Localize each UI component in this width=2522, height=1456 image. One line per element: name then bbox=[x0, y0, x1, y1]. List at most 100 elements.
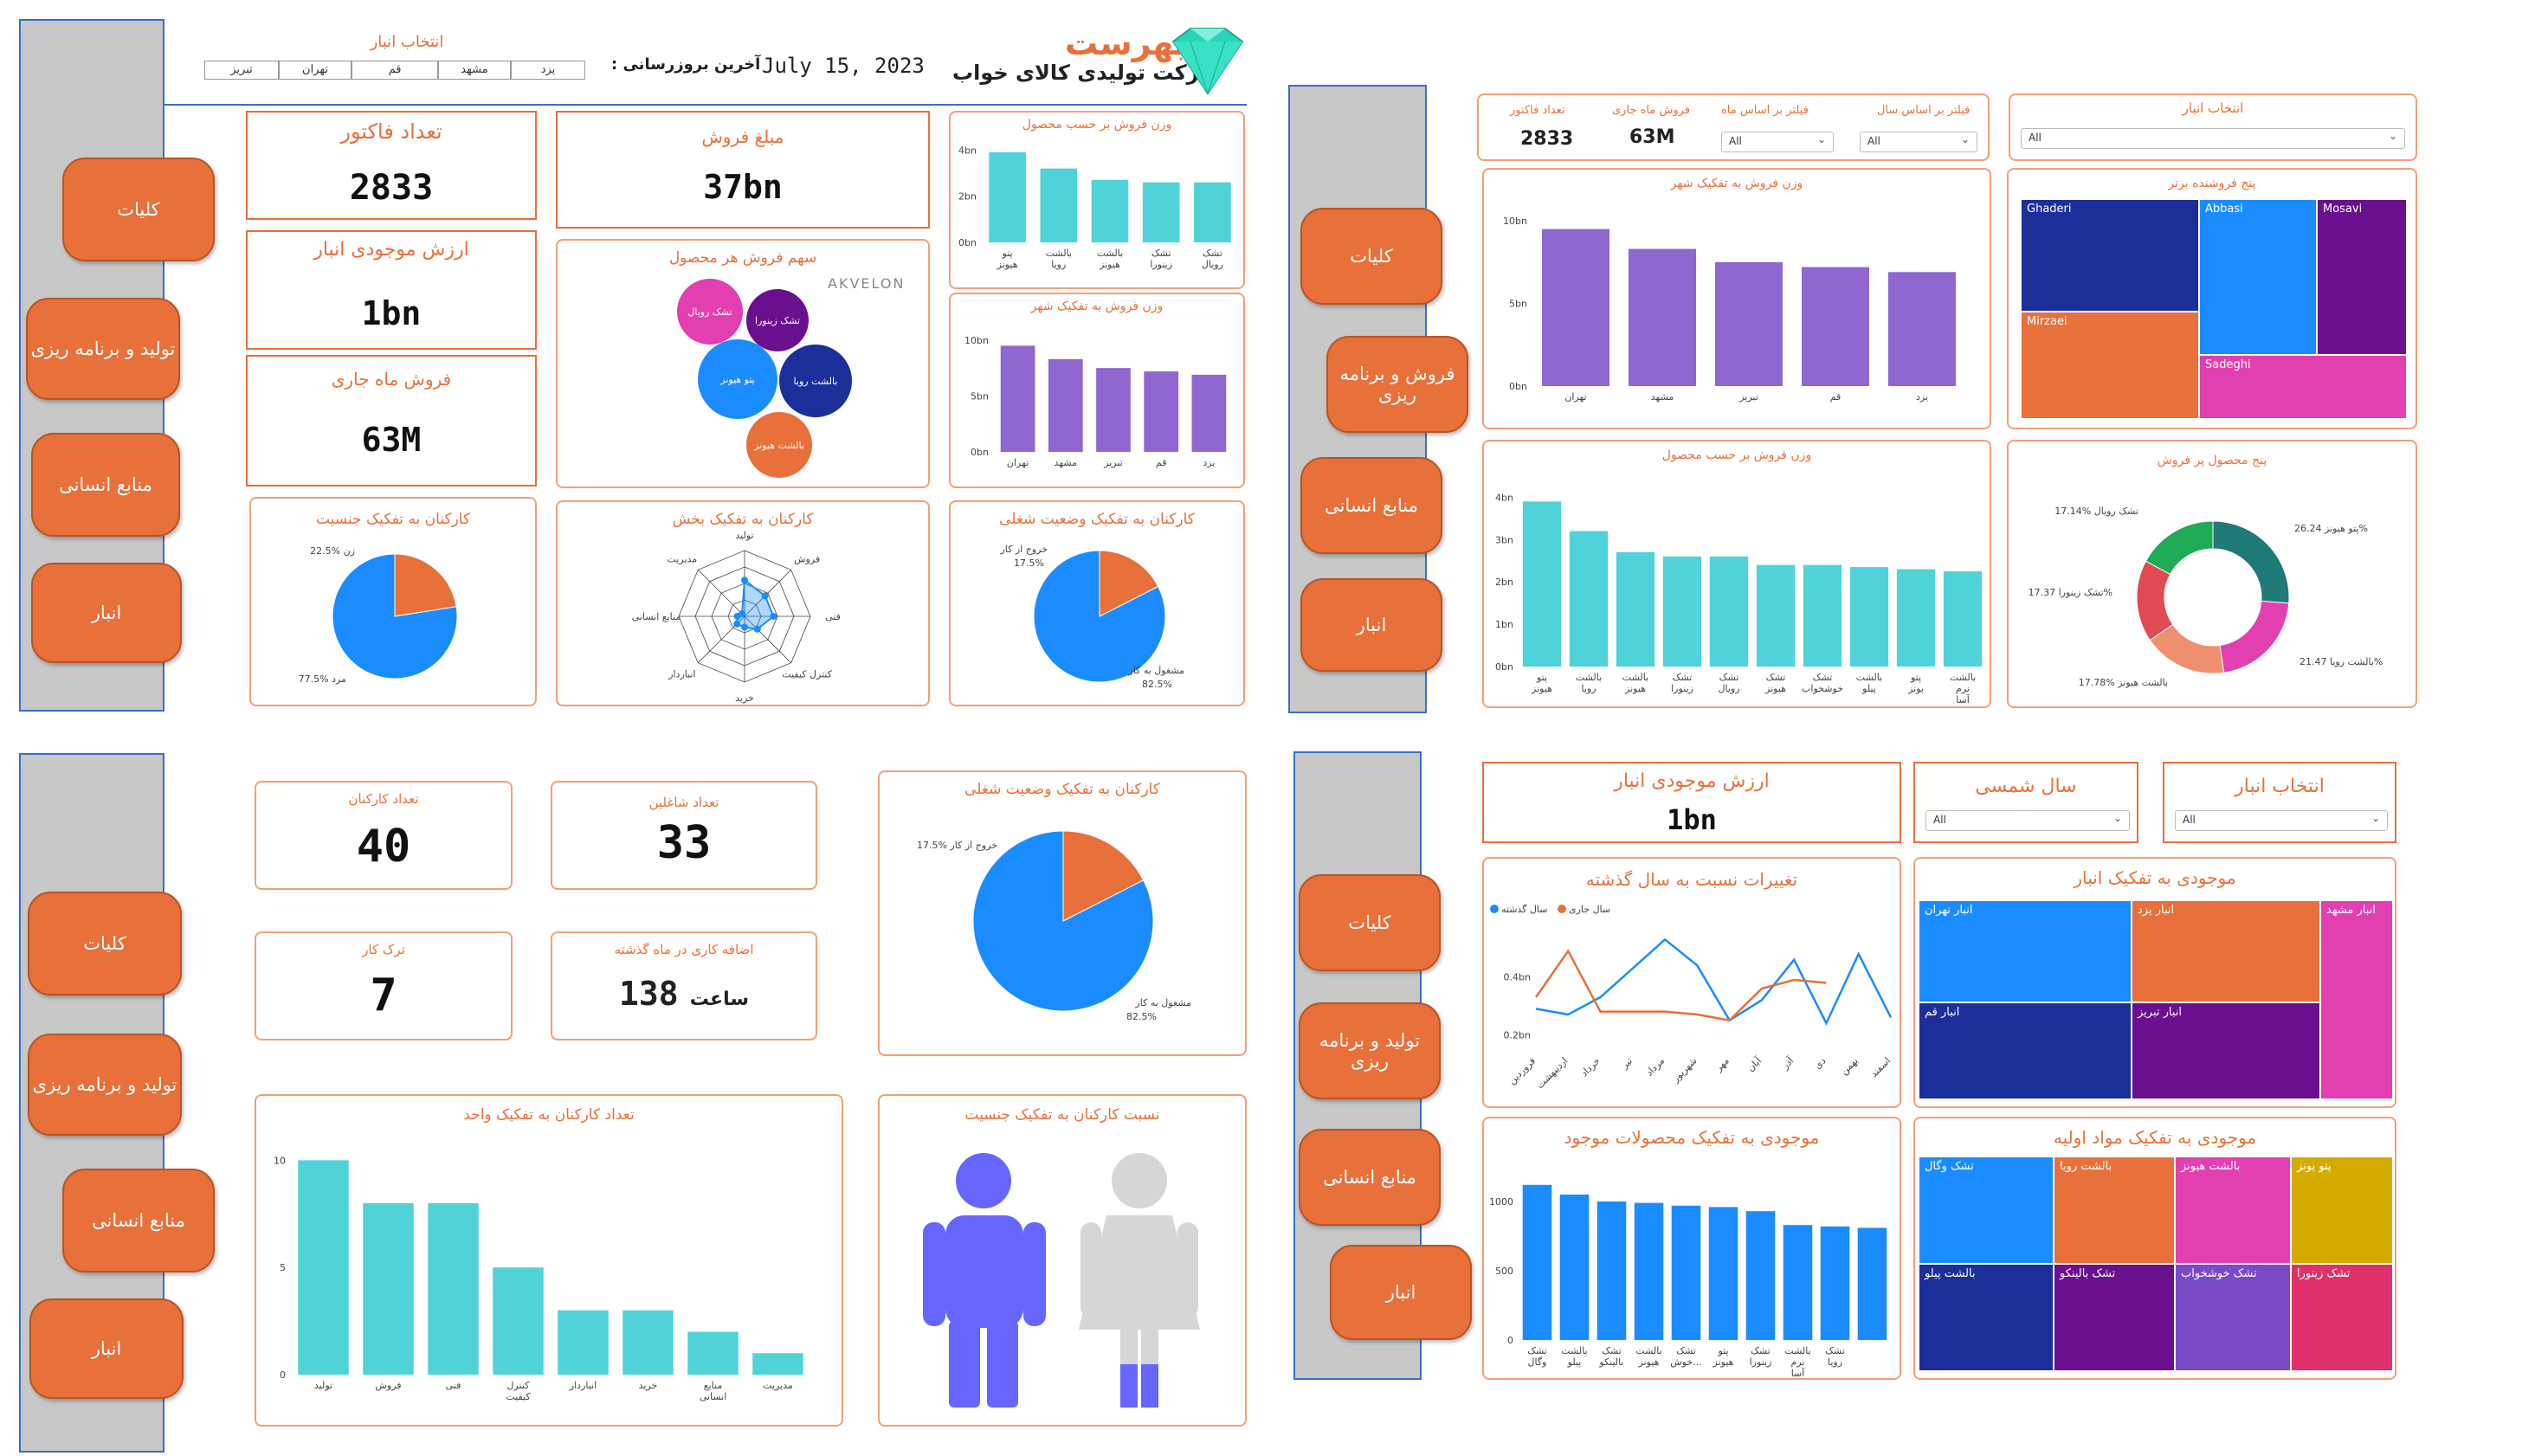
nav-q4-warehouse[interactable]: انبار bbox=[1330, 1245, 1472, 1340]
q2-filter-card: تعداد فاکتور 2833 فروش ماه جاری 63M فیلت… bbox=[1477, 93, 1990, 161]
q3-quit-title: ترک کار bbox=[362, 942, 405, 957]
y-tick-label: 0 bbox=[280, 1369, 286, 1381]
treemap-tile-raw-7[interactable]: تشک خوشخواب bbox=[2175, 1264, 2291, 1371]
nav-q2-warehouse[interactable]: انبار bbox=[1300, 578, 1442, 672]
nav-q4-overview[interactable]: کلیات bbox=[1299, 874, 1441, 971]
q2-wh-card: انتخاب انبار All ⌄ bbox=[2009, 93, 2417, 161]
q4-year-card: سال شمسی All ⌄ bbox=[1913, 762, 2138, 843]
treemap-tile-yazd[interactable]: انبار یزد bbox=[2132, 900, 2320, 1002]
q3-status-active-label: مشغول به کار bbox=[1134, 997, 1191, 1008]
treemap-tile-sadeghi[interactable]: Sadeghi bbox=[2199, 355, 2407, 419]
bar bbox=[752, 1353, 803, 1375]
chevron-down-icon: ⌄ bbox=[1816, 133, 1826, 145]
treemap-tile-raw-1[interactable]: تشک وگال bbox=[1919, 1156, 2054, 1264]
treemap-tile-raw-8[interactable]: تشک زینورا bbox=[2291, 1264, 2393, 1371]
bar bbox=[1142, 182, 1180, 242]
q1-staff-radar: تولید فروش فنی کنترل کیفیت خرید انباردار منابع… bbox=[632, 530, 841, 704]
female-figure-icon bbox=[1079, 1153, 1200, 1408]
x-tick-label: شهریور bbox=[1669, 1055, 1699, 1085]
bar bbox=[1745, 1211, 1776, 1340]
treemap-tile-mirzaei[interactable]: Mirzaei bbox=[2021, 312, 2199, 419]
q1-gender-male-label: 77.5% مرد bbox=[299, 673, 346, 685]
q4-year-dropdown[interactable]: All ⌄ bbox=[1925, 810, 2130, 831]
bar bbox=[1634, 1202, 1664, 1340]
radar-label: مدیریت bbox=[668, 554, 698, 565]
q3-employed-title: تعداد شاغلین bbox=[648, 795, 719, 810]
last-update-label: : آخرین بروزرسانی bbox=[611, 55, 761, 74]
q4-wh-dropdown[interactable]: All ⌄ bbox=[2175, 810, 2388, 831]
q3-status-pie: 17.5% خروج از کار مشغول به کار 82.5% bbox=[917, 830, 1191, 1022]
treemap-tile-raw-5[interactable]: بالشت پیلو bbox=[1919, 1264, 2054, 1371]
x-tick-label: بالشت bbox=[1635, 1345, 1661, 1356]
q3-unit-title: تعداد کارکنان به تفکیک واحد bbox=[463, 1106, 635, 1124]
male-figure-icon bbox=[923, 1153, 1046, 1408]
q2-top5-donut: 17.14% تشک رویال پتو هیونز 26.24% تشک زی… bbox=[2029, 506, 2383, 688]
nav-q2-sales[interactable]: فروش و برنامه ریزی bbox=[1326, 336, 1468, 433]
treemap-tile-mashhad[interactable]: انبار مشهد bbox=[2320, 900, 2393, 1099]
nav-q4-hr[interactable]: منابع انسانی bbox=[1299, 1129, 1441, 1226]
legend-prev-label: سال گذشته bbox=[1501, 904, 1548, 915]
x-tick-label: زینورا bbox=[1671, 683, 1693, 694]
x-tick-label: مشهد bbox=[1651, 391, 1674, 403]
nav-q3-production[interactable]: تولید و برنامه ریزی bbox=[28, 1034, 182, 1136]
q1-gender-title: کارکنان به تفکیک جنسیت bbox=[315, 511, 471, 528]
q2-month-dropdown[interactable]: All ⌄ bbox=[1721, 132, 1834, 152]
x-tick-label: رویا bbox=[1051, 259, 1066, 270]
bubble-3 bbox=[698, 339, 777, 419]
nav-q3-hr[interactable]: منابع انسانی bbox=[62, 1169, 215, 1272]
treemap-tile-mosavi[interactable]: Mosavi bbox=[2317, 199, 2407, 355]
watermark: AKVELON bbox=[828, 275, 906, 292]
q4-yoy-card: تغییرات نسبت به سال گذشته سال گذشته سال … bbox=[1482, 857, 1901, 1108]
wh-option-yazd[interactable]: یزد bbox=[511, 61, 585, 80]
nav-q2-overview[interactable]: کلیات bbox=[1300, 208, 1442, 305]
nav-q1-production[interactable]: تولید و برنامه ریزی bbox=[26, 298, 180, 400]
y-tick-label: 10bn bbox=[964, 335, 989, 346]
q2-wh-dropdown[interactable]: All ⌄ bbox=[2021, 128, 2405, 149]
pie-slice bbox=[2219, 600, 2290, 673]
bar bbox=[1522, 1184, 1552, 1340]
kpi-stock-card: ارزش موجودی انبار 1bn bbox=[246, 230, 537, 350]
x-tick-label: تهران bbox=[1564, 391, 1586, 403]
q3-staff-card: تعداد کارکنان 40 bbox=[255, 781, 513, 890]
x-tick-label: هیونز bbox=[1638, 1356, 1660, 1368]
q1-radar-title: کارکنان به تفکیک بخش bbox=[672, 511, 814, 528]
y-tick-label: 2bn bbox=[1495, 577, 1513, 588]
bar bbox=[1191, 374, 1227, 452]
q2-city-weight-chart: 0bn 5bn 10bn تهران مشهد تبریز قم یزد bbox=[1503, 216, 1956, 403]
y-tick-label: 1bn bbox=[1495, 619, 1513, 630]
x-tick-label: انسانی bbox=[700, 1391, 727, 1402]
treemap-tile-raw-4[interactable]: پتو یونز bbox=[2291, 1156, 2393, 1264]
nav-q3-overview[interactable]: کلیات bbox=[28, 892, 182, 995]
nav-q4-production[interactable]: تولید و برنامه ریزی bbox=[1299, 1002, 1441, 1099]
nav-q1-warehouse[interactable]: انبار bbox=[31, 563, 182, 663]
treemap-tile-raw-6[interactable]: تشک بالینکو bbox=[2054, 1264, 2175, 1371]
bar bbox=[1756, 564, 1796, 667]
nav-q3-warehouse[interactable]: انبار bbox=[29, 1298, 184, 1399]
q1-status-card: کارکنان به تفکیک وضعیت شغلی خروج از کار … bbox=[949, 500, 1245, 706]
treemap-tile-abbasi[interactable]: Abbasi bbox=[2199, 199, 2317, 355]
radar-label: کنترل کیفیت bbox=[782, 668, 832, 680]
nav-q1-hr[interactable]: منابع انسانی bbox=[31, 433, 180, 537]
x-tick-label: تیر bbox=[1618, 1055, 1635, 1072]
bar bbox=[1715, 261, 1783, 386]
wh-option-mashhad[interactable]: مشهد bbox=[438, 61, 511, 80]
pie-slice bbox=[972, 830, 1154, 1012]
treemap-tile-raw-2[interactable]: بالشت رویا bbox=[2054, 1156, 2175, 1264]
treemap-tile-tabriz[interactable]: انبار تبریز bbox=[2132, 1002, 2320, 1099]
wh-option-qom[interactable]: قم bbox=[352, 61, 438, 80]
treemap-tile-raw-3[interactable]: بالشت هیونز bbox=[2175, 1156, 2291, 1264]
q2-year-dropdown[interactable]: All ⌄ bbox=[1860, 132, 1977, 152]
treemap-tile-tehran[interactable]: انبار تهران bbox=[1919, 900, 2132, 1002]
radar-axis bbox=[744, 615, 792, 664]
treemap-tile-qom[interactable]: انبار قم bbox=[1919, 1002, 2132, 1099]
wh-option-tabriz[interactable]: تبریز bbox=[204, 61, 279, 80]
treemap-tile-ghaderi[interactable]: Ghaderi bbox=[2021, 199, 2199, 312]
wh-option-tehran[interactable]: تهران bbox=[279, 61, 352, 80]
q3-employed-card: تعداد شاغلین 33 bbox=[551, 781, 817, 890]
nav-q2-hr[interactable]: منابع انسانی bbox=[1300, 457, 1442, 554]
x-tick-label: هیونز bbox=[997, 259, 1018, 270]
radar-label: خرید bbox=[735, 693, 754, 704]
nav-q1-overview[interactable]: کلیات bbox=[62, 158, 215, 261]
x-tick-label: فروش bbox=[375, 1380, 401, 1391]
bar bbox=[1569, 531, 1609, 667]
